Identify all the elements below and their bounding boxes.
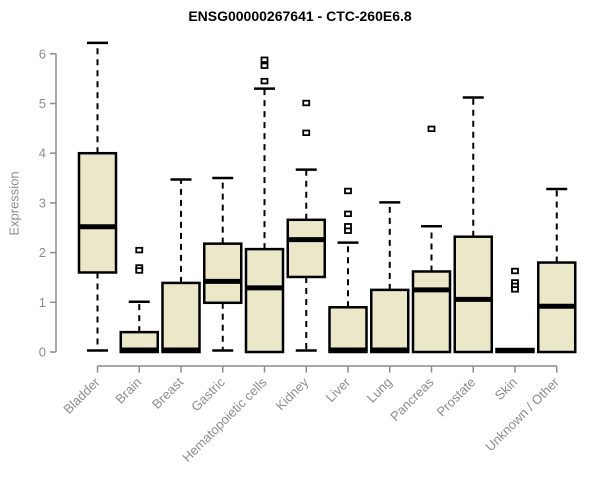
iqr-box: [77, 151, 118, 274]
iqr-box: [203, 242, 243, 305]
x-tick-label-prostate: Prostate: [434, 375, 479, 420]
box-pancreas: [411, 125, 452, 354]
y-tick-label: 0: [39, 345, 46, 360]
box-skin: [495, 267, 535, 354]
iqr-box: [286, 218, 326, 279]
outlier-point: [302, 129, 311, 137]
outlier-point: [511, 267, 519, 275]
outlier-point: [135, 246, 144, 254]
box-gastric: [203, 176, 243, 352]
y-tick-label: 5: [39, 96, 46, 111]
x-tick-label-skin: Skin: [492, 375, 520, 403]
box-brain: [119, 246, 159, 354]
iqr-box: [411, 270, 452, 354]
box-liver: [328, 187, 368, 354]
x-tick-label-gastric: Gastric: [188, 374, 228, 414]
iqr-box: [328, 306, 368, 354]
y-tick-label: 2: [39, 245, 46, 260]
outlier-point: [302, 99, 311, 107]
x-tick-label-unknown-other: Unknown / Other: [482, 374, 562, 454]
iqr-box: [161, 281, 201, 354]
outlier-point: [344, 210, 352, 218]
outlier-point: [344, 227, 352, 234]
y-tick-label: 4: [39, 146, 46, 161]
y-tick-label: 1: [39, 295, 46, 310]
outlier-point: [260, 62, 269, 69]
box-hematopoietic-cells: [244, 56, 285, 354]
box-unknown-other: [537, 187, 577, 354]
outlier-point: [260, 56, 269, 63]
x-tick-label-breast: Breast: [149, 374, 186, 411]
x-tick-label-pancreas: Pancreas: [387, 374, 437, 424]
x-tick-label-kidney: Kidney: [273, 374, 312, 413]
iqr-box: [244, 247, 285, 354]
outlier-point: [260, 77, 269, 85]
x-tick-label-liver: Liver: [323, 374, 354, 405]
y-axis: 0 1 2 3 4 5 6: [39, 46, 57, 360]
box-kidney: [286, 99, 326, 352]
outlier-point: [135, 267, 144, 274]
box-prostate: [453, 96, 493, 354]
iqr-box: [453, 235, 493, 354]
x-tick-label-lung: Lung: [364, 375, 395, 406]
outlier-point: [427, 125, 436, 133]
box-bladder: [77, 41, 118, 352]
outlier-point: [511, 286, 519, 293]
iqr-box: [370, 288, 410, 354]
outlier-point: [344, 187, 352, 195]
x-tick-label-brain: Brain: [112, 375, 144, 407]
x-tick-label-bladder: Bladder: [60, 374, 103, 417]
chart-title: ENSG00000267641 - CTC-260E6.8: [188, 8, 412, 24]
y-tick-label: 3: [39, 195, 46, 210]
y-tick-label: 6: [39, 46, 46, 61]
box-breast: [161, 178, 201, 354]
box-lung: [370, 201, 410, 354]
